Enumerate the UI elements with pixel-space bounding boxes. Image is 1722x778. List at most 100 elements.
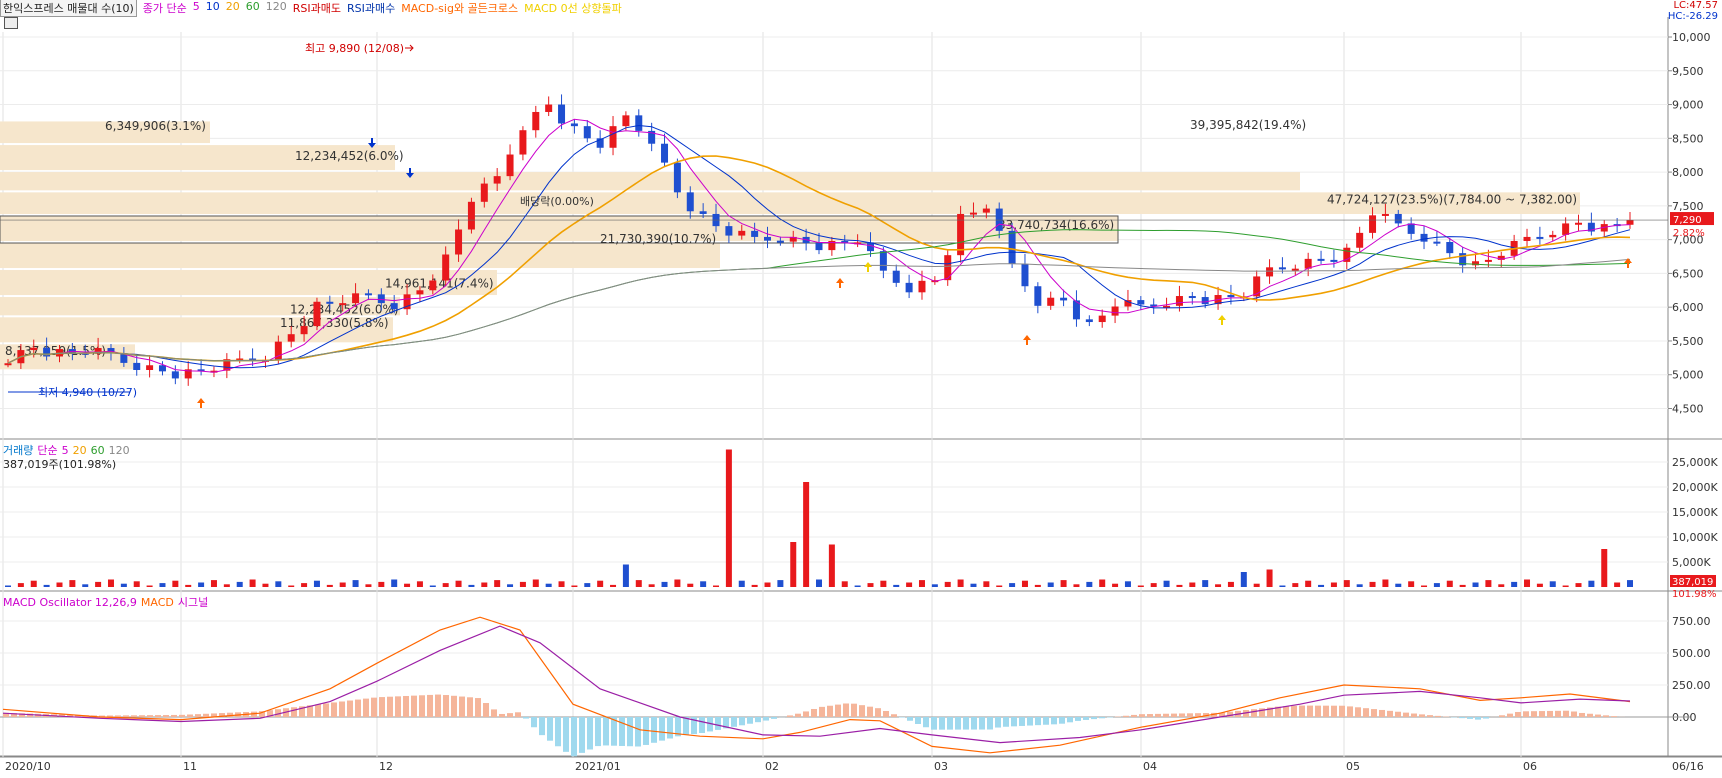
macd-osc-bar-830 bbox=[827, 706, 833, 717]
volume-bar-54 bbox=[700, 581, 706, 587]
x-axis-label-5: 03 bbox=[934, 760, 948, 773]
legend-item-5[interactable]: 120 bbox=[266, 0, 287, 16]
volume-bar-93 bbox=[1202, 580, 1208, 587]
volume-bar-67 bbox=[867, 583, 873, 587]
chart-title[interactable]: 한익스프레스 매물대 수(10) bbox=[0, 0, 137, 17]
macd-legend-item-0[interactable]: MACD Oscillator 12,26,9 bbox=[3, 596, 137, 609]
legend-item-8[interactable]: MACD-sig와 골든크로스 bbox=[401, 0, 518, 16]
price-tick-label-8: 6,000 bbox=[1672, 301, 1704, 314]
legend-item-4[interactable]: 60 bbox=[246, 0, 260, 16]
volume-bar-101 bbox=[1305, 581, 1311, 587]
candle-body-118 bbox=[1524, 237, 1531, 241]
macd-osc-bar-1046 bbox=[1043, 717, 1049, 725]
volume-bar-10 bbox=[134, 581, 140, 587]
legend-item-7[interactable]: RSI과매수 bbox=[347, 0, 395, 16]
macd-osc-bar-1286 bbox=[1283, 706, 1289, 717]
lc-label: LC:47.57 bbox=[1673, 0, 1718, 11]
macd-osc-bar-1542 bbox=[1539, 711, 1545, 717]
macd-tick-label-2: 250.00 bbox=[1672, 679, 1711, 692]
volume-bar-100 bbox=[1292, 583, 1298, 587]
volume-bar-37 bbox=[481, 583, 487, 588]
macd-signal-line bbox=[3, 626, 1630, 743]
macd-osc-bar-942 bbox=[939, 717, 945, 730]
grid-tool-icon[interactable] bbox=[4, 17, 18, 29]
macd-osc-bar-1182 bbox=[1179, 713, 1185, 717]
x-axis-label-2: 12 bbox=[379, 760, 393, 773]
candle-body-119 bbox=[1536, 237, 1543, 239]
macd-osc-bar-702 bbox=[699, 717, 705, 733]
candle-body-0 bbox=[5, 363, 12, 365]
volume-bar-66 bbox=[855, 586, 861, 588]
macd-osc-bar-686 bbox=[683, 717, 689, 735]
macd-osc-bar-1518 bbox=[1515, 712, 1521, 717]
volume-bar-15 bbox=[198, 583, 204, 588]
macd-osc-bar-1014 bbox=[1011, 717, 1017, 726]
volume-bar-22 bbox=[288, 586, 294, 588]
candle-body-56 bbox=[725, 226, 732, 235]
candle-body-35 bbox=[455, 230, 462, 255]
macd-osc-bar-822 bbox=[819, 707, 825, 717]
candle-body-11 bbox=[146, 365, 153, 370]
volume-bar-126 bbox=[1627, 580, 1633, 587]
macd-osc-bar-1598 bbox=[1595, 715, 1601, 717]
x-axis-label-0: 2020/10 bbox=[5, 760, 51, 773]
volume-bar-84 bbox=[1086, 582, 1092, 587]
macd-osc-bar-134 bbox=[131, 715, 137, 717]
macd-legend-item-2[interactable]: 시그널 bbox=[178, 596, 208, 609]
macd-osc-bar-734 bbox=[731, 717, 737, 727]
macd-osc-bar-478 bbox=[475, 698, 481, 717]
macd-osc-bar-806 bbox=[803, 711, 809, 717]
macd-osc-bar-1422 bbox=[1419, 714, 1425, 717]
volume-bar-73 bbox=[945, 582, 951, 587]
macd-legend-item-1[interactable]: MACD bbox=[141, 596, 174, 609]
volume-bar-36 bbox=[468, 585, 474, 587]
candle-body-28 bbox=[365, 293, 372, 295]
price-tick-label-5: 7,500 bbox=[1672, 200, 1704, 213]
volume-bar-9 bbox=[121, 584, 127, 587]
volume-bar-47 bbox=[610, 585, 616, 587]
volume-tick-label-1: 20,000K bbox=[1672, 481, 1718, 494]
candle-body-22 bbox=[288, 334, 295, 341]
macd-osc-bar-1430 bbox=[1427, 715, 1433, 717]
volume-bar-57 bbox=[739, 581, 745, 587]
macd-osc-bar-1582 bbox=[1579, 713, 1585, 717]
volume-bar-114 bbox=[1473, 583, 1479, 588]
macd-osc-bar-910 bbox=[907, 717, 913, 721]
macd-osc-bar-206 bbox=[203, 714, 209, 717]
macd-osc-bar-1390 bbox=[1387, 711, 1393, 717]
macd-osc-bar-998 bbox=[995, 717, 1001, 728]
volume-bar-49 bbox=[636, 580, 642, 587]
macd-osc-bar-1190 bbox=[1187, 713, 1193, 717]
price-tick-label-4: 8,000 bbox=[1672, 166, 1704, 179]
candle-body-57 bbox=[738, 231, 745, 236]
volume-bar-17 bbox=[224, 584, 230, 587]
macd-osc-bar-630 bbox=[627, 717, 633, 746]
macd-osc-bar-1606 bbox=[1603, 715, 1609, 717]
x-axis-label-3: 2021/01 bbox=[575, 760, 621, 773]
candle-body-91 bbox=[1176, 296, 1183, 306]
macd-osc-bar-1302 bbox=[1299, 706, 1305, 717]
macd-osc-bar-1550 bbox=[1547, 711, 1553, 717]
legend-item-9[interactable]: MACD 0선 상향돌파 bbox=[524, 0, 622, 16]
volume-bar-18 bbox=[237, 582, 243, 587]
volume-bar-106 bbox=[1370, 582, 1376, 587]
macd-tick-label-0: 750.00 bbox=[1672, 615, 1711, 628]
macd-osc-bar-422 bbox=[419, 695, 425, 717]
volume-bar-77 bbox=[996, 586, 1002, 588]
macd-osc-bar-1126 bbox=[1123, 716, 1129, 717]
macd-osc-bar-494 bbox=[491, 709, 497, 717]
candle-body-10 bbox=[133, 363, 140, 370]
candle-body-42 bbox=[545, 105, 552, 112]
legend-item-3[interactable]: 20 bbox=[226, 0, 240, 16]
legend-item-0[interactable]: 종가 단순 bbox=[143, 0, 187, 16]
candle-body-102 bbox=[1318, 259, 1325, 261]
candle-body-40 bbox=[519, 130, 526, 154]
legend-item-6[interactable]: RSI과매도 bbox=[293, 0, 341, 16]
macd-osc-bar-1254 bbox=[1251, 709, 1257, 717]
volume-bar-81 bbox=[1048, 583, 1054, 588]
legend-item-1[interactable]: 5 bbox=[193, 0, 200, 16]
legend-item-2[interactable]: 10 bbox=[206, 0, 220, 16]
candle-body-30 bbox=[391, 303, 398, 309]
